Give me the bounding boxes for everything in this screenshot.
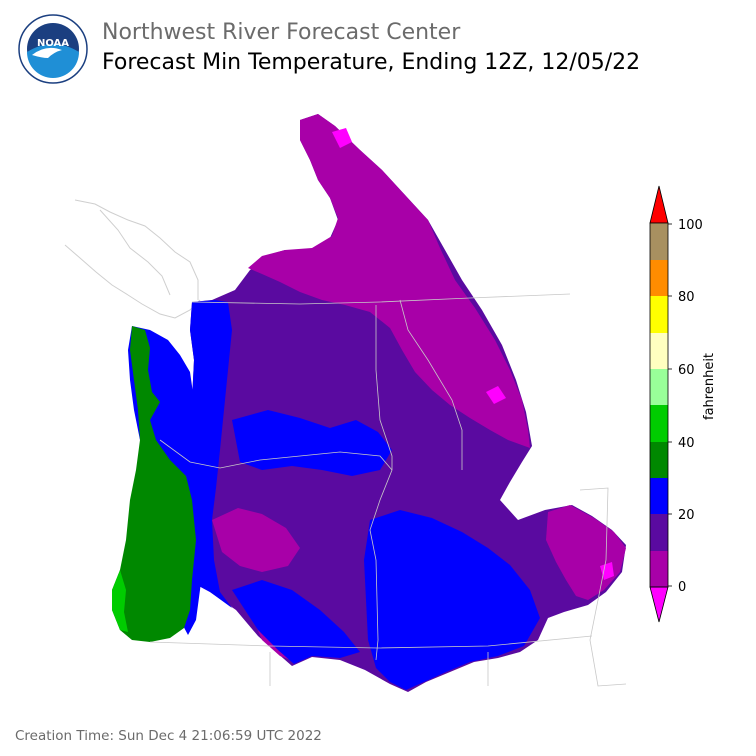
colorbar-legend: 100 80 60 40 20 0: [649, 185, 703, 623]
basin-region-30-40-coast: [112, 326, 196, 642]
colorbar-20-30: [650, 478, 668, 514]
colorbar-tick-100: 100: [678, 218, 703, 233]
colorbar-70-80: [650, 296, 668, 333]
colorbar-30-40: [650, 442, 668, 478]
colorbar-80-90: [650, 260, 668, 296]
colorbar-tick-20: 20: [678, 508, 695, 523]
colorbar-0-10: [650, 551, 668, 587]
basin-region-below-0-2: [486, 386, 506, 404]
colorbar-tick-40: 40: [678, 436, 695, 451]
noaa-logo-text: NOAA: [37, 38, 69, 49]
colorbar-60-70: [650, 333, 668, 369]
basin-region-0-10-north: [248, 114, 530, 448]
basin-region-below-0: [332, 128, 352, 148]
creation-time: Creation Time: Sun Dec 4 21:06:59 UTC 20…: [15, 728, 322, 744]
basin-region-20-30-southwest: [232, 580, 360, 664]
basin-region-40-50-coast: [112, 570, 128, 632]
colorbar-tick-80: 80: [678, 290, 695, 305]
basin-region-0-10-patch: [212, 508, 300, 572]
state-boundaries: [149, 293, 627, 687]
org-title: Northwest River Forecast Center: [102, 20, 461, 45]
basin-region-20-30-west: [190, 300, 232, 608]
colorbar-50-60: [650, 369, 668, 405]
colorbar-below-0: [649, 586, 669, 623]
basin-region-below-0-3: [600, 562, 614, 580]
colorbar-above-100: [649, 185, 669, 224]
map-title: Forecast Min Temperature, Ending 12Z, 12…: [102, 50, 641, 75]
basin-region-20-30-central: [232, 410, 392, 476]
colorbar-40-50: [650, 405, 668, 442]
coastline-outline: [64, 199, 201, 319]
colorbar-90-100: [650, 223, 668, 260]
noaa-logo-icon: NOAA: [18, 14, 88, 84]
colorbar-10-20: [650, 514, 668, 551]
colorbar-unit-label: fahrenheit: [702, 352, 717, 420]
colorbar-tick-60: 60: [678, 363, 695, 378]
colorbar-tick-0: 0: [678, 580, 686, 595]
